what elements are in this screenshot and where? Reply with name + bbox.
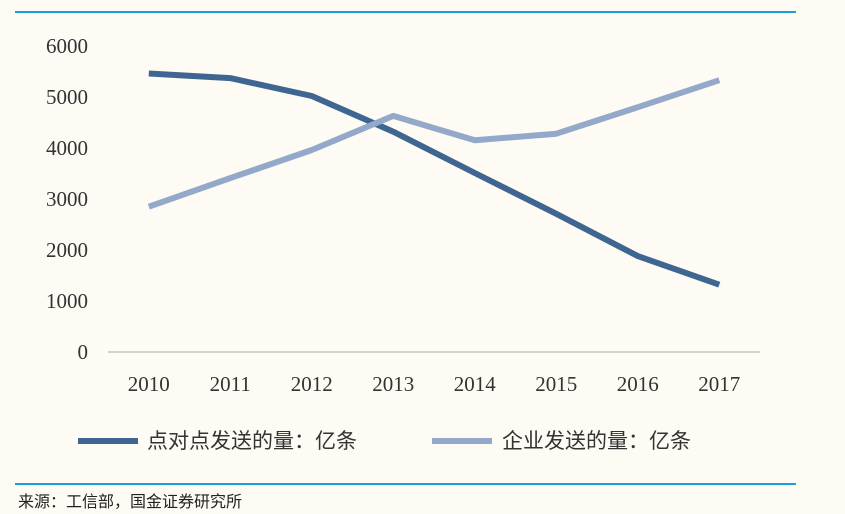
x-tick-label: 2010 <box>128 372 170 396</box>
legend-label-2: 企业发送的量：亿条 <box>502 429 691 453</box>
x-tick-label: 2011 <box>210 372 251 396</box>
series-lines <box>147 70 721 288</box>
y-tick-label: 2000 <box>46 238 88 262</box>
series-line-2 <box>147 77 721 210</box>
legend-label-1: 点对点发送的量：亿条 <box>147 429 357 453</box>
y-tick-label: 0 <box>78 340 89 364</box>
y-tick-label: 6000 <box>46 34 88 58</box>
x-tick-label: 2016 <box>617 372 659 396</box>
top-rule <box>15 11 796 13</box>
x-tick-label: 2015 <box>535 372 577 396</box>
y-tick-label: 5000 <box>46 85 88 109</box>
x-tick-label: 2017 <box>698 372 740 396</box>
x-axis-ticks: 2010 2011 2012 2013 2014 2015 2016 2017 <box>128 372 741 396</box>
bottom-rule <box>15 483 796 485</box>
x-tick-label: 2014 <box>454 372 497 396</box>
y-tick-label: 3000 <box>46 187 88 211</box>
y-tick-label: 1000 <box>46 289 88 313</box>
x-tick-label: 2013 <box>372 372 414 396</box>
y-tick-label: 4000 <box>46 136 88 160</box>
series-line-1 <box>148 70 721 288</box>
source-note: 来源：工信部，国金证券研究所 <box>18 492 243 511</box>
legend: 点对点发送的量：亿条 企业发送的量：亿条 <box>78 429 691 453</box>
x-tick-label: 2012 <box>291 372 333 396</box>
y-axis-ticks: 0 1000 2000 3000 4000 5000 6000 <box>46 34 88 364</box>
